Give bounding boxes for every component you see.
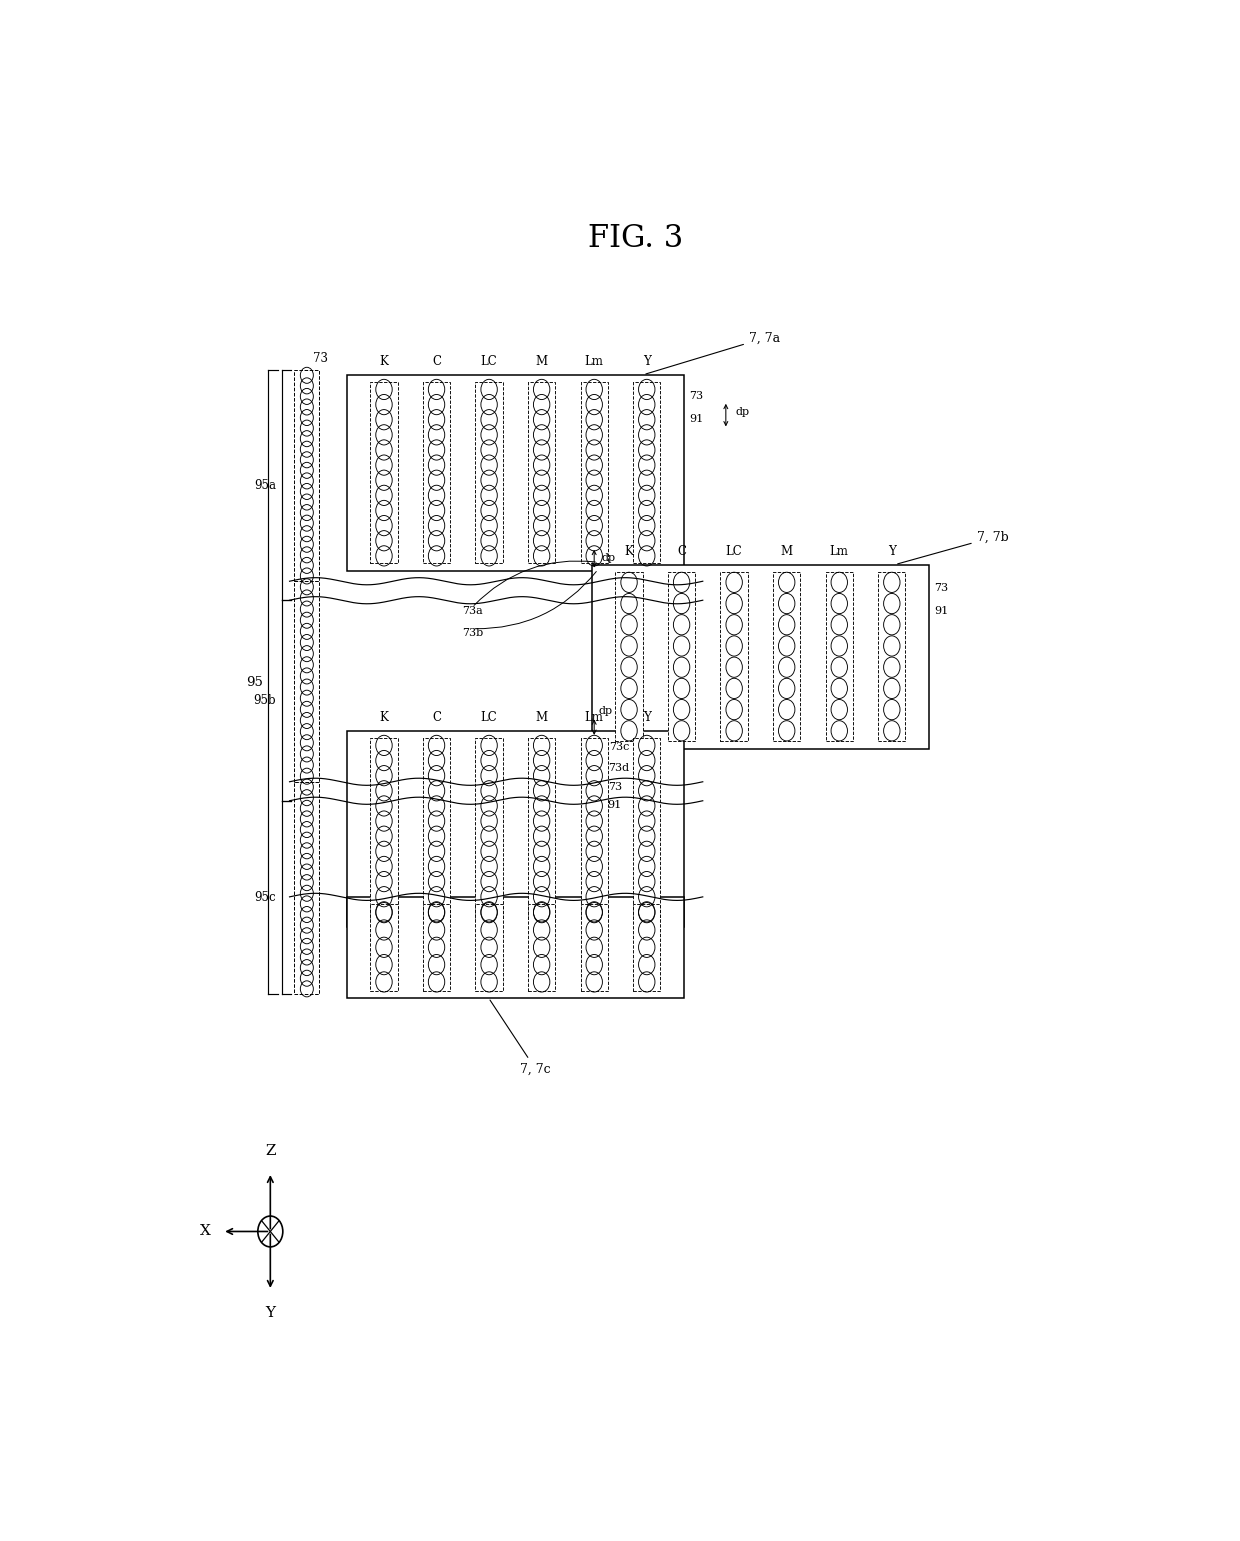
- Text: Lm: Lm: [585, 354, 604, 368]
- Text: 73b: 73b: [463, 627, 484, 638]
- Bar: [475, 738, 502, 920]
- Bar: [347, 730, 683, 926]
- Text: 73: 73: [608, 783, 621, 792]
- Bar: [878, 572, 905, 741]
- Text: 73d: 73d: [608, 763, 629, 774]
- Text: M: M: [781, 544, 792, 558]
- Bar: [371, 738, 398, 920]
- Bar: [423, 905, 450, 991]
- Text: 7, 7b: 7, 7b: [898, 532, 1008, 564]
- Text: 91: 91: [608, 800, 622, 811]
- Text: Z: Z: [265, 1143, 275, 1157]
- Text: 73: 73: [935, 582, 949, 593]
- Text: Y: Y: [642, 354, 651, 368]
- Bar: [720, 572, 748, 741]
- Text: 95c: 95c: [254, 891, 277, 905]
- Text: dp: dp: [601, 553, 616, 562]
- Text: LC: LC: [481, 354, 497, 368]
- Text: C: C: [677, 544, 686, 558]
- Bar: [423, 382, 450, 564]
- Text: 73a: 73a: [463, 607, 484, 616]
- Bar: [347, 897, 683, 997]
- Text: FIG. 3: FIG. 3: [588, 223, 683, 254]
- Text: 7, 7a: 7, 7a: [646, 331, 780, 374]
- Bar: [580, 382, 608, 564]
- Bar: [371, 905, 398, 991]
- Text: C: C: [432, 710, 441, 724]
- Text: dp: dp: [599, 706, 613, 717]
- Bar: [593, 564, 929, 749]
- Bar: [423, 738, 450, 920]
- Text: 95: 95: [246, 675, 263, 689]
- Text: 91: 91: [935, 607, 949, 616]
- Bar: [294, 370, 320, 581]
- Bar: [634, 382, 661, 564]
- Bar: [580, 738, 608, 920]
- Text: Y: Y: [642, 710, 651, 724]
- Bar: [615, 572, 642, 741]
- Text: LC: LC: [725, 544, 743, 558]
- Text: M: M: [536, 354, 548, 368]
- Bar: [475, 905, 502, 991]
- Text: 95b: 95b: [253, 693, 277, 707]
- Bar: [475, 382, 502, 564]
- Bar: [634, 738, 661, 920]
- Text: 95a: 95a: [254, 479, 277, 492]
- Bar: [528, 382, 556, 564]
- Text: Y: Y: [888, 544, 895, 558]
- Text: M: M: [536, 710, 548, 724]
- Bar: [826, 572, 853, 741]
- Text: X: X: [200, 1225, 211, 1239]
- Bar: [773, 572, 800, 741]
- Text: Y: Y: [265, 1307, 275, 1321]
- Text: K: K: [379, 710, 388, 724]
- Text: 73c: 73c: [610, 741, 630, 752]
- Text: 73: 73: [312, 353, 327, 365]
- Bar: [668, 572, 696, 741]
- Text: C: C: [432, 354, 441, 368]
- Bar: [294, 781, 320, 994]
- Text: 73: 73: [689, 390, 703, 401]
- Bar: [580, 905, 608, 991]
- Bar: [634, 905, 661, 991]
- Text: Lm: Lm: [830, 544, 848, 558]
- Bar: [294, 581, 320, 781]
- Text: dp: dp: [735, 407, 749, 418]
- Bar: [371, 382, 398, 564]
- Text: 7, 7c: 7, 7c: [490, 1000, 551, 1076]
- Text: 91: 91: [689, 415, 703, 424]
- Text: K: K: [625, 544, 634, 558]
- Text: LC: LC: [481, 710, 497, 724]
- Text: Lm: Lm: [585, 710, 604, 724]
- Bar: [528, 905, 556, 991]
- Text: K: K: [379, 354, 388, 368]
- Bar: [528, 738, 556, 920]
- Bar: [347, 374, 683, 570]
